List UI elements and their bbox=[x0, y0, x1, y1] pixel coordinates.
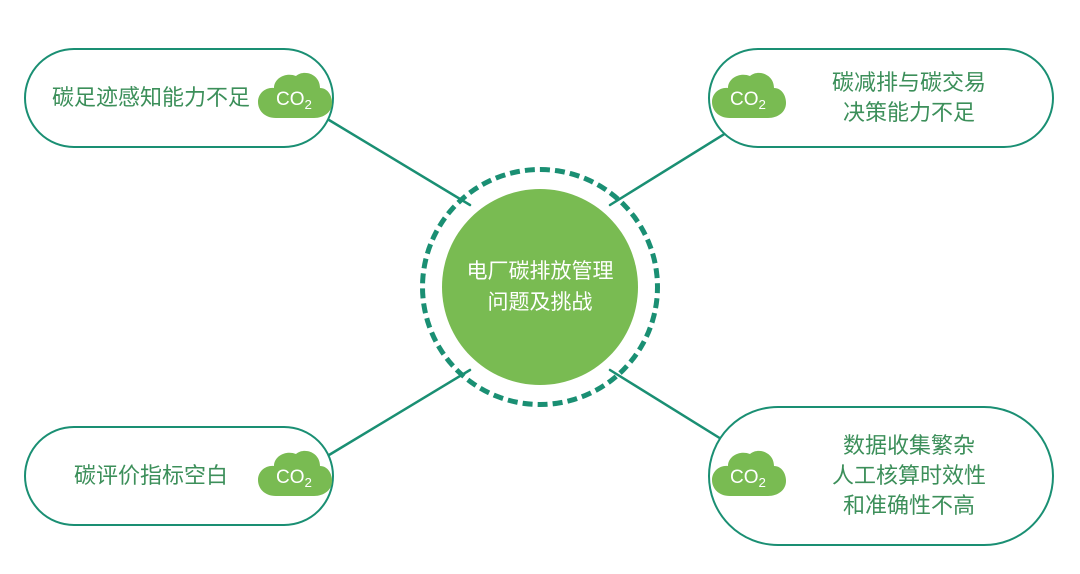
co2-cloud-icon: CO2 bbox=[254, 70, 334, 126]
node-top-left: 碳足迹感知能力不足CO2 bbox=[24, 48, 334, 148]
diagram-stage: 电厂碳排放管理问题及挑战 碳足迹感知能力不足CO2碳减排与碳交易决策能力不足CO… bbox=[0, 0, 1080, 574]
node-label: 碳评价指标空白 bbox=[38, 461, 264, 491]
center-node: 电厂碳排放管理问题及挑战 bbox=[420, 167, 660, 407]
node-bottom-right: 数据收集繁杂人工核算时效性和准确性不高CO2 bbox=[708, 406, 1054, 546]
node-label: 碳足迹感知能力不足 bbox=[38, 83, 264, 113]
node-label: 数据收集繁杂人工核算时效性和准确性不高 bbox=[778, 431, 1040, 520]
center-title: 电厂碳排放管理问题及挑战 bbox=[467, 256, 614, 319]
node-bottom-left: 碳评价指标空白CO2 bbox=[24, 426, 334, 526]
node-label: 碳减排与碳交易决策能力不足 bbox=[778, 68, 1040, 127]
co2-cloud-icon: CO2 bbox=[254, 448, 334, 504]
co2-cloud-icon: CO2 bbox=[708, 70, 788, 126]
center-dotted-ring: 电厂碳排放管理问题及挑战 bbox=[420, 167, 660, 407]
center-core: 电厂碳排放管理问题及挑战 bbox=[442, 189, 638, 385]
node-top-right: 碳减排与碳交易决策能力不足CO2 bbox=[708, 48, 1054, 148]
co2-cloud-icon: CO2 bbox=[708, 448, 788, 504]
